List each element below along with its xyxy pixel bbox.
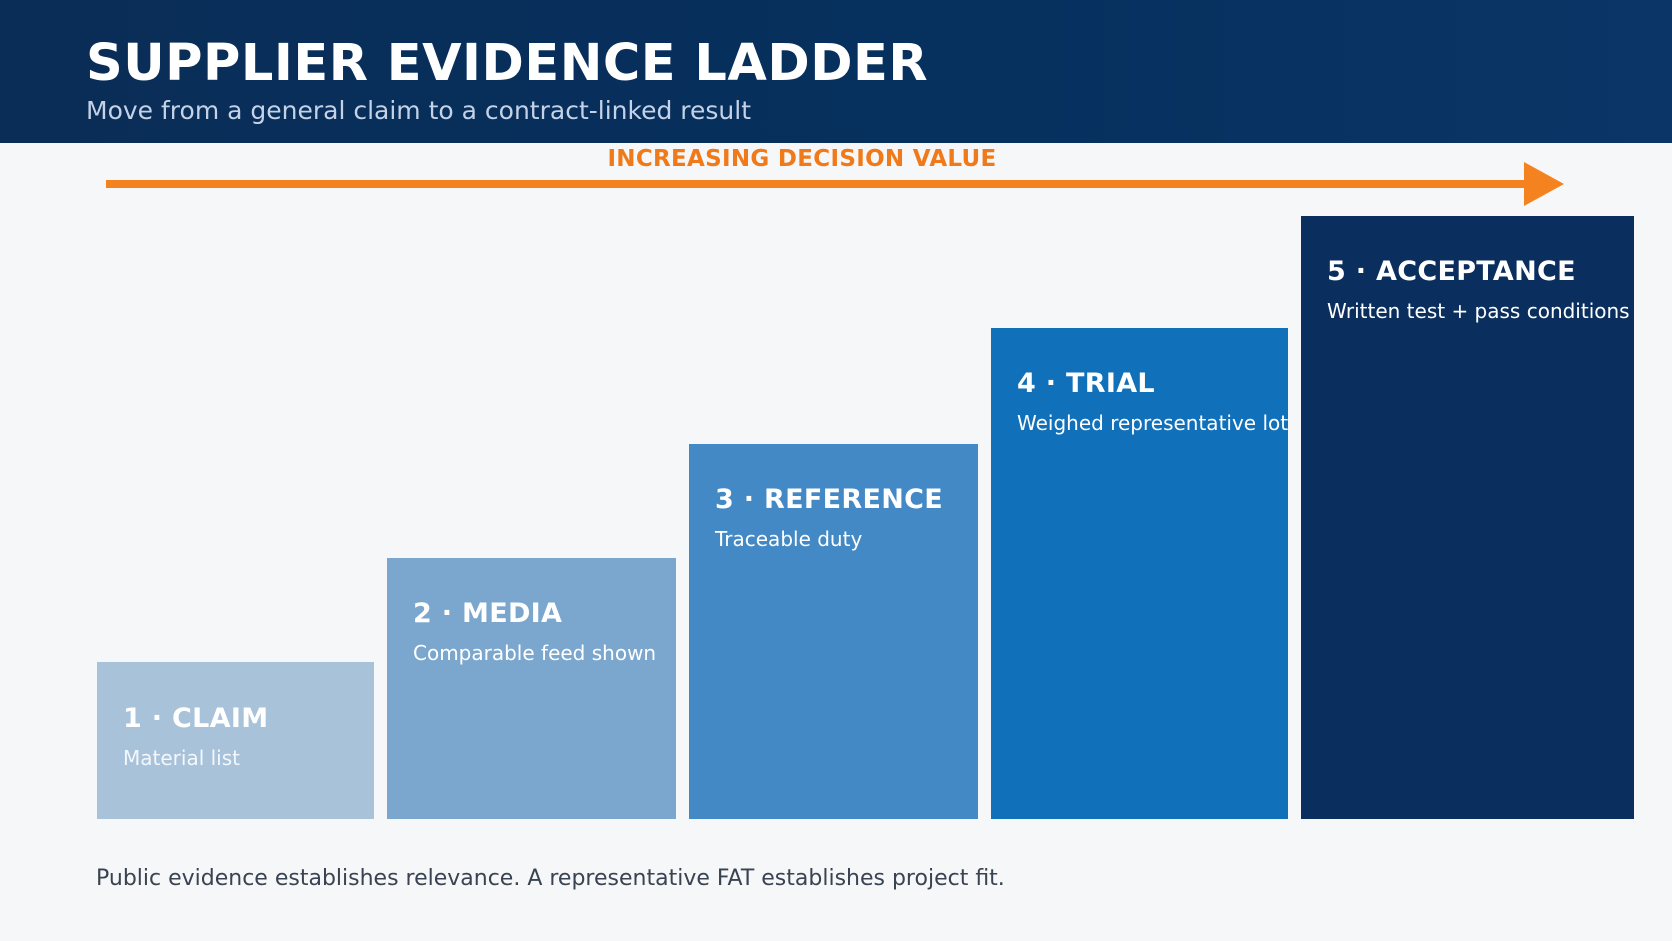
step-title: 4 · TRIAL (1017, 368, 1155, 399)
header-banner: SUPPLIER EVIDENCE LADDER Move from a gen… (0, 0, 1672, 143)
ladder-step-acceptance: 5 · ACCEPTANCE Written test + pass condi… (1301, 216, 1634, 819)
step-description: Written test + pass conditions (1327, 299, 1630, 323)
step-description: Material list (123, 746, 240, 770)
arrow-right-icon (1524, 162, 1564, 206)
step-title: 1 · CLAIM (123, 703, 269, 734)
step-title: 5 · ACCEPTANCE (1327, 256, 1576, 287)
ladder-step-reference: 3 · REFERENCE Traceable duty (689, 444, 978, 819)
page-title: SUPPLIER EVIDENCE LADDER (86, 34, 929, 93)
ladder-step-trial: 4 · TRIAL Weighed representative lot (991, 328, 1288, 819)
arrow-line (106, 180, 1531, 188)
step-title: 2 · MEDIA (413, 598, 563, 629)
step-title: 3 · REFERENCE (715, 484, 943, 515)
page-subtitle: Move from a general claim to a contract-… (86, 96, 752, 125)
step-description: Comparable feed shown (413, 641, 657, 665)
arrow-label: INCREASING DECISION VALUE (607, 146, 997, 172)
ladder-step-media: 2 · MEDIA Comparable feed shown (387, 558, 676, 819)
step-description: Weighed representative lot (1017, 411, 1289, 435)
step-description: Traceable duty (715, 527, 863, 551)
footer-note: Public evidence establishes relevance. A… (96, 866, 1005, 891)
ladder-step-claim: 1 · CLAIM Material list (97, 662, 374, 819)
